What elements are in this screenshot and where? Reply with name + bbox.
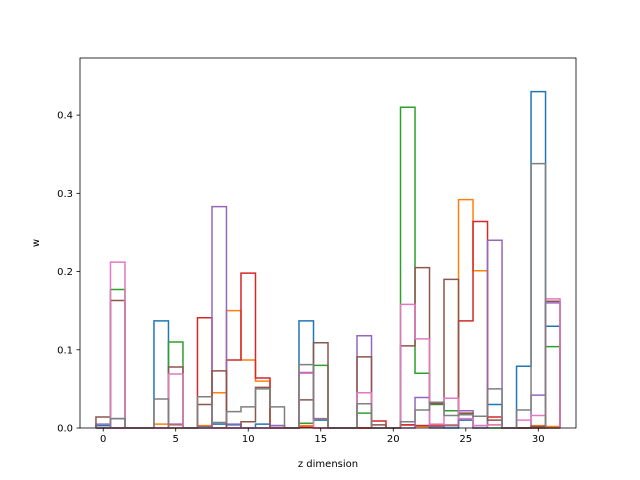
- y-tick-label: 0.2: [57, 267, 73, 278]
- x-tick-label: 20: [387, 434, 400, 445]
- y-tick-label: 0.0: [57, 424, 73, 435]
- y-axis: 0.0 0.1 0.2 0.3 0.4: [57, 111, 80, 435]
- x-tick-label: 25: [459, 434, 472, 445]
- y-tick-label: 0.1: [57, 345, 73, 356]
- x-tick-label: 30: [532, 434, 545, 445]
- plot-frame: [79, 57, 577, 429]
- y-axis-label: w: [31, 239, 42, 247]
- x-tick-label: 10: [242, 434, 255, 445]
- x-tick-label: 0: [100, 434, 106, 445]
- x-axis: 0 5 10 15 20 25 30: [100, 428, 545, 445]
- y-tick-label: 0.4: [57, 111, 73, 122]
- x-tick-label: 5: [173, 434, 179, 445]
- x-axis-label: z dimension: [298, 459, 358, 470]
- y-tick-label: 0.3: [57, 189, 73, 200]
- x-tick-label: 15: [314, 434, 327, 445]
